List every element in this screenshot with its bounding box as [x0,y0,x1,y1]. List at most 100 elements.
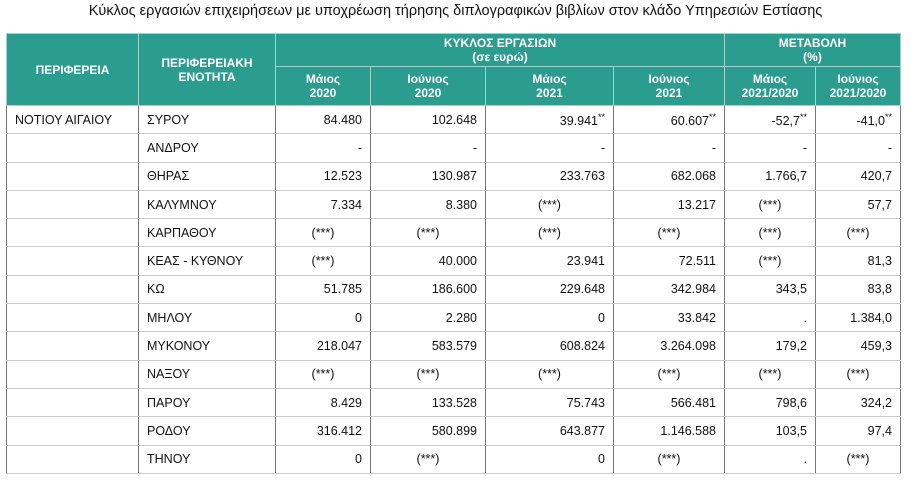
column-header: Μάιος 2020 [275,66,371,106]
value-cell: 23.941 [485,246,614,276]
value-cell: (***) [485,190,614,220]
column-header: Μάιος 2021/2020 [724,66,816,106]
region-cell [6,218,139,248]
column-header: Ιούνιος 2020 [370,66,486,106]
header-text: Μάιος [532,72,567,86]
value-cell: 60.607** [613,105,725,135]
value-cell: 324,2 [815,388,901,418]
header-text: 2021 [536,86,563,100]
value-cell: (***) [815,360,901,389]
unit-cell: ΚΩ [138,275,276,305]
header-text: Ιούνιος [648,72,690,86]
table: ΠΕΡΙΦΕΡΕΙΑ ΠΕΡΙΦΕΡΕΙΑΚΗ ΕΝΟΤΗΤΑ ΚΥΚΛΟΣ ΕΡΓ… [6,33,901,474]
unit-cell: ΚΑΛΥΜΝΟΥ [138,190,276,220]
value-cell: 316.412 [275,416,371,446]
header-text: Ιούνιος [837,72,879,86]
region-cell [6,360,139,389]
value-cell: 33.842 [613,303,725,333]
region-cell [6,246,139,276]
value-cell: - [275,133,371,163]
header-text: (%) [803,50,822,64]
value-cell: 13.217 [613,190,725,220]
unit-cell: ΚΕΑΣ - ΚΥΘΝΟΥ [138,246,276,276]
header-text: 2020 [414,86,442,100]
value-cell: 8.429 [275,388,371,418]
value-cell: 583.579 [370,331,486,361]
value-cell: 0 [485,303,614,333]
value-cell: (***) [485,218,614,248]
region-cell [6,190,139,220]
column-header: Ιούνιος 2021/2020 [815,66,901,106]
data-row: ΤΗΝΟΥ 0 (***) 0 (***). (***) [6,445,901,474]
value-cell: 342.984 [613,275,725,305]
header-cell: ΠΕΡΙΦΕΡΕΙΑΚΗ ΕΝΟΤΗΤΑ [138,33,276,106]
value-cell: 39.941** [485,105,614,135]
value-cell: 81,3 [815,246,901,276]
value-cell: 130.987 [370,162,486,191]
unit-cell: ΜΗΛΟΥ [138,303,276,333]
value-cell: 0 [275,303,371,333]
data-row: ΘΗΡΑΣ 12.523 130.987 233.763 682.068 1.766,7 4… [6,162,901,191]
data-row: ΜΥΚΟΝΟΥ 218.047 583.579 608.824 3.264.098 179… [6,331,901,361]
data-row: ΠΑΡΟΥ 8.429 133.528 75.743 566.481 798,6 324,2 [6,388,901,418]
data-row: ΚΩ 51.785 186.600 229.648 342.984 343,5 83,8 [6,275,901,305]
value-cell: - [815,133,901,163]
value-cell: 57,7 [815,190,901,220]
value-cell: 72.511 [613,246,725,276]
value-cell: 566.481 [613,388,725,418]
value-cell: 643.877 [485,416,614,446]
value-cell: 84.480 [275,105,371,135]
value-cell: 218.047 [275,331,371,361]
data-row: ΚΑΡΠΑΘΟΥ (***) (***) (***) (***) (***) (***) [6,218,901,248]
value-cell: 229.648 [485,275,614,305]
value-cell: (***) [275,360,371,389]
region-cell [6,162,139,191]
value-cell: . [724,445,816,474]
value-cell: (***) [485,360,614,389]
header-text: 2020 [309,86,337,100]
value-text: -41,0 [856,113,885,128]
unit-cell: ΡΟΔΟΥ [138,416,276,446]
header-text: (σε ευρώ) [472,50,528,64]
value-cell: 459,3 [815,331,901,361]
footnote-mark: ** [708,111,716,122]
value-cell: 1.766,7 [724,162,816,191]
value-cell: 0 [485,445,614,474]
value-cell: (***) [724,246,816,276]
value-cell: 12.523 [275,162,371,191]
header-cell: ΠΕΡΙΦΕΡΕΙΑ [6,33,139,106]
data-row: ΝΑΞΟΥ (***) (***) (***) (***) (***) (***) [6,360,901,389]
value-cell: (***) [275,218,371,248]
value-cell: 3.264.098 [613,331,725,361]
value-cell: - [613,133,725,163]
header-text: ΜΕΤΑΒΟΛΗ [778,36,847,50]
header-text: 2021 [655,86,683,100]
value-cell: 0 [275,445,371,474]
value-text: -52,7 [771,113,800,128]
value-cell: 75.743 [485,388,614,418]
region-cell [6,388,139,418]
header-group: ΜΕΤΑΒΟΛΗ (%) [724,33,901,67]
unit-cell: ΑΝΔΡΟΥ [138,133,276,163]
value-cell: 798,6 [724,388,816,418]
region-cell [6,416,139,446]
value-cell: 51.785 [275,275,371,305]
value-cell: (***) [613,218,725,248]
value-cell: 343,5 [724,275,816,305]
region-cell [6,275,139,305]
header-row: ΠΕΡΙΦΕΡΕΙΑ ΠΕΡΙΦΕΡΕΙΑΚΗ ΕΝΟΤΗΤΑ ΚΥΚΛΟΣ ΕΡΓ… [6,33,901,106]
value-cell: 103,5 [724,416,816,446]
unit-cell: ΘΗΡΑΣ [138,162,276,191]
value-cell: (***) [370,360,486,389]
footnote-mark: ** [597,111,605,122]
value-cell: 1.384,0 [815,303,901,333]
column-header: Μάιος 2021 [485,66,614,106]
unit-cell: ΤΗΝΟΥ [138,445,276,474]
header-text: Μάιος [305,72,341,86]
data-row: ΚΑΛΥΜΝΟΥ 7.334 8.380 (***) 13.217 (***) 57,7 [6,190,901,220]
value-cell: . [724,303,816,333]
footnote-mark: ** [884,111,892,122]
value-cell: (***) [815,445,901,474]
data-row: ΚΕΑΣ - ΚΥΘΝΟΥ (***) 40.000 23.941 72.511 (***… [6,246,901,276]
